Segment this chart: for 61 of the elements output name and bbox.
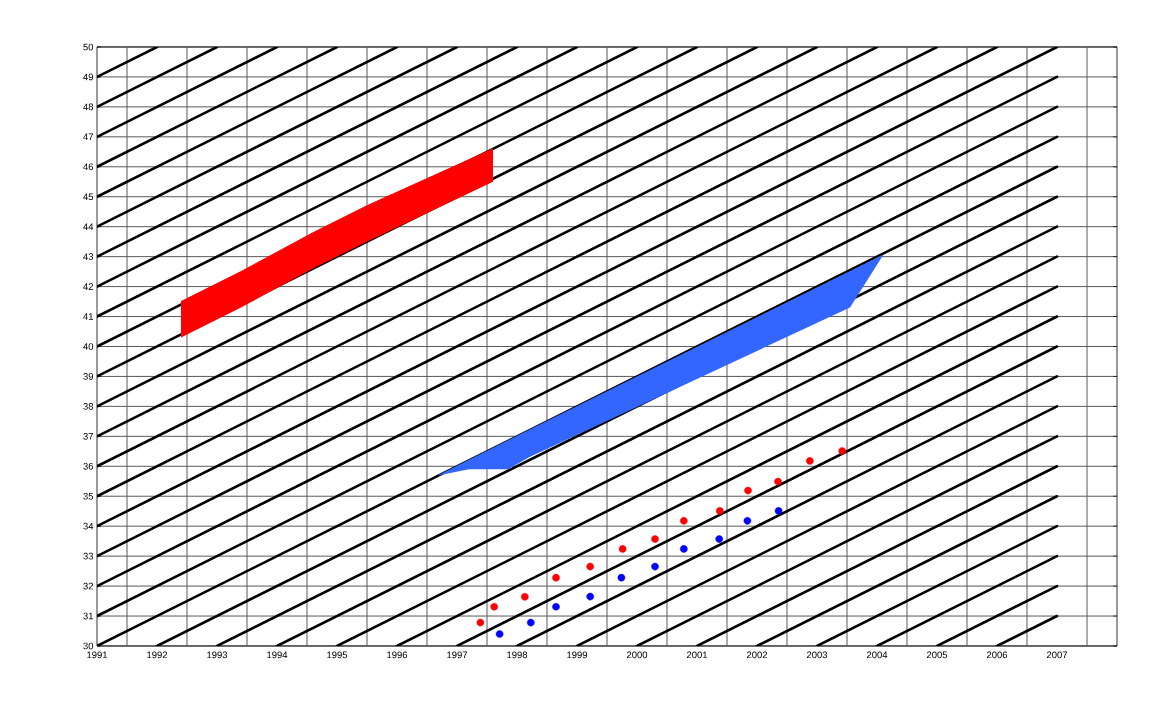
point [527, 618, 535, 627]
point [838, 447, 847, 455]
point [618, 545, 627, 553]
y-tick-label: 36 [83, 462, 94, 470]
y-tick-label: 33 [83, 552, 94, 560]
y-tick-label: 50 [83, 43, 94, 51]
point [806, 457, 814, 465]
y-tick-label: 38 [83, 403, 94, 410]
point [680, 545, 688, 553]
y-tick-label: 37 [83, 432, 94, 440]
x-tick-label: 1993 [207, 651, 228, 659]
y-tick-label: 32 [83, 582, 94, 590]
point [651, 562, 659, 571]
point [716, 507, 724, 515]
x-tick-label: 2002 [746, 651, 768, 659]
point [495, 630, 504, 638]
x-tick-label: 1992 [147, 651, 168, 659]
point [521, 593, 529, 601]
point [774, 477, 782, 486]
y-tick-label: 47 [83, 133, 94, 141]
point [651, 535, 659, 543]
x-tick-label: 2003 [806, 651, 828, 659]
x-tick-label: 2007 [1046, 651, 1068, 659]
x-tick-label: 1997 [447, 651, 468, 659]
point [476, 618, 485, 627]
y-tick-label: 42 [83, 283, 94, 290]
y-tick-label: 45 [83, 193, 94, 201]
point [774, 507, 783, 515]
x-tick-label: 1996 [387, 651, 408, 659]
x-tick-label: 2001 [686, 651, 708, 659]
y-tick-label: 40 [83, 343, 94, 350]
point [552, 602, 560, 611]
y-tick-label: 34 [83, 522, 94, 530]
y-tick-label: 31 [83, 612, 94, 620]
x-tick-label: 1998 [507, 651, 528, 659]
x-tick-label: 1999 [567, 651, 588, 659]
point [586, 592, 595, 601]
y-tick-label: 46 [83, 163, 94, 171]
y-tick-label: 35 [83, 492, 94, 500]
x-tick-label: 2005 [926, 651, 948, 659]
x-tick-label: 2000 [626, 651, 648, 659]
y-tick-label: 30 [83, 642, 94, 650]
x-tick-label: 2006 [986, 651, 1008, 659]
x-tick-label: 1994 [267, 651, 288, 659]
y-tick-label: 43 [83, 253, 94, 260]
y-tick-label: 48 [83, 103, 94, 111]
point [586, 562, 595, 571]
y-tick-label: 41 [83, 313, 94, 320]
y-tick-label: 44 [83, 223, 94, 230]
y-tick-label: 49 [83, 73, 94, 81]
point [744, 486, 752, 495]
x-tick-label: 2004 [866, 651, 888, 659]
x-tick-label: 1995 [327, 651, 348, 659]
point [680, 517, 688, 525]
x-tick-label: 1991 [87, 651, 108, 659]
point [552, 573, 560, 582]
point [617, 573, 626, 582]
point [743, 517, 752, 525]
point [490, 602, 499, 611]
point [715, 535, 724, 543]
y-tick-label: 39 [83, 373, 94, 380]
